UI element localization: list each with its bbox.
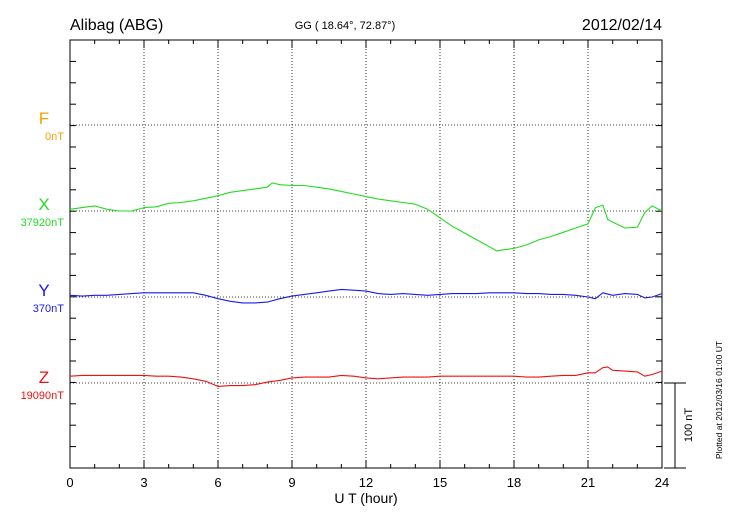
series-line-Y bbox=[69, 288, 663, 304]
x-tick-label: 24 bbox=[655, 475, 669, 490]
baseline-value-Z: 19090nT bbox=[21, 390, 65, 402]
x-tick-label: 0 bbox=[66, 475, 73, 490]
series-lines bbox=[69, 182, 663, 387]
x-tick-label: 12 bbox=[359, 475, 373, 490]
axis-ticks bbox=[69, 40, 663, 469]
component-letter-Y: Y bbox=[38, 281, 49, 300]
plot-date: 2012/02/14 bbox=[582, 17, 662, 34]
series-line-Z bbox=[69, 366, 663, 387]
plotted-at-note: Plotted at 2012/03/16 01:00 UT bbox=[714, 341, 724, 459]
scale-bar: 100 nT bbox=[664, 382, 695, 469]
baseline-value-X: 37920nT bbox=[21, 217, 65, 229]
baseline-value-F: 0nT bbox=[45, 131, 64, 143]
station-coordinates: GG ( 18.64°, 72.87°) bbox=[295, 20, 396, 32]
x-tick-label: 3 bbox=[140, 475, 147, 490]
baseline-value-Y: 370nT bbox=[33, 303, 64, 315]
series-line-X bbox=[69, 182, 663, 252]
component-letter-X: X bbox=[38, 195, 49, 214]
x-tick-labels: 0 3 6 9 12 15 18 21 24 bbox=[66, 475, 669, 490]
grid-lines bbox=[70, 40, 662, 468]
component-letter-Z: Z bbox=[39, 368, 49, 387]
x-tick-label: 6 bbox=[214, 475, 221, 490]
x-tick-label: 15 bbox=[433, 475, 447, 490]
component-letter-F: F bbox=[39, 109, 49, 128]
scale-bar-label: 100 nT bbox=[683, 408, 695, 443]
station-title: Alibag (ABG) bbox=[70, 17, 163, 34]
x-axis-title: U T (hour) bbox=[334, 490, 397, 506]
component-labels: F 0nT X 37920nT Y 370nT Z 19090nT bbox=[21, 109, 65, 402]
x-tick-label: 18 bbox=[507, 475, 521, 490]
x-tick-label: 21 bbox=[581, 475, 595, 490]
x-tick-label: 9 bbox=[288, 475, 295, 490]
